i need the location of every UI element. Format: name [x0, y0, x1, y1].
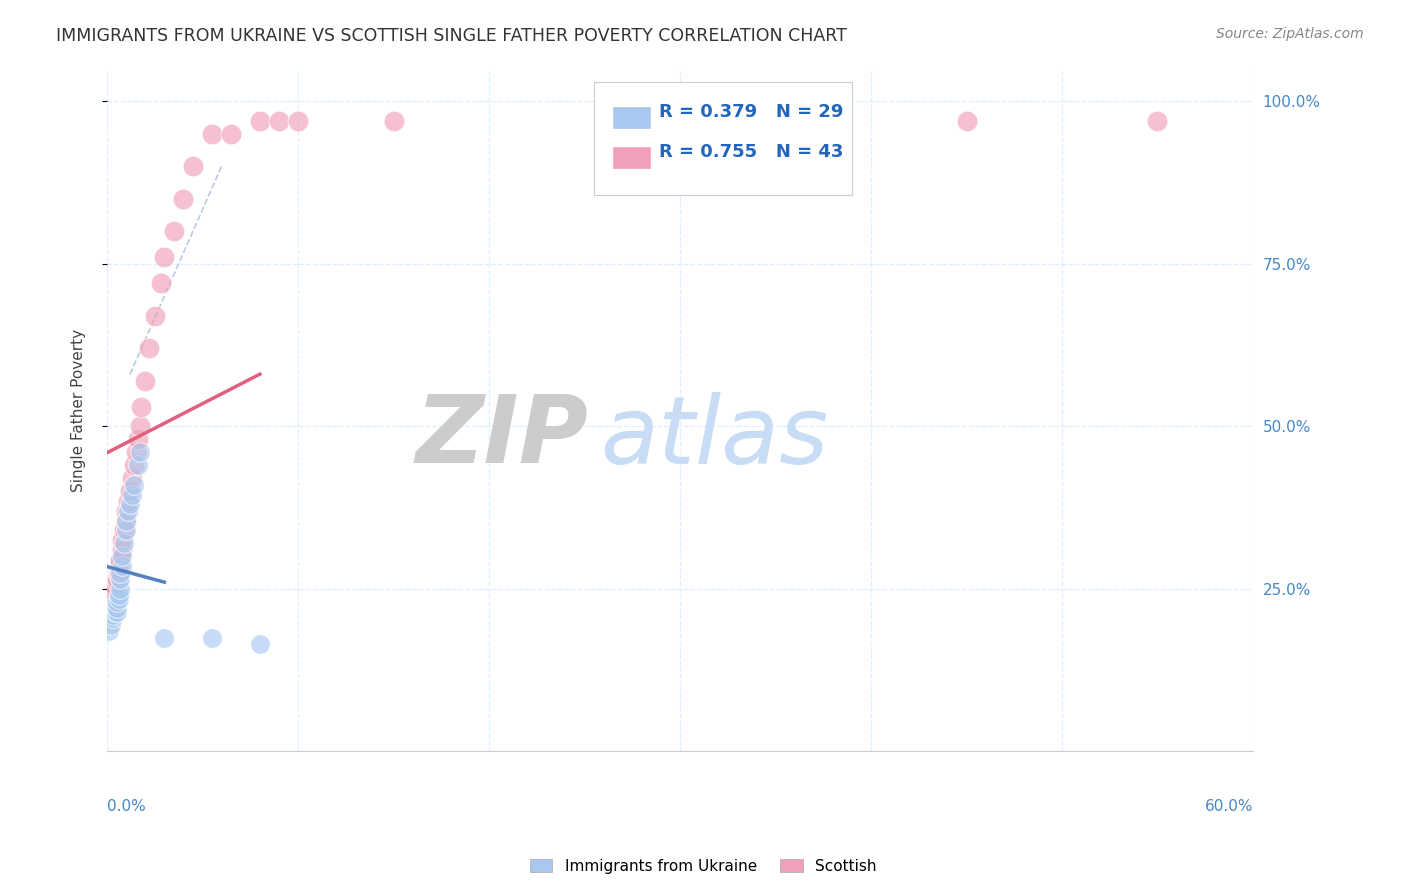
Point	[105, 572, 128, 586]
Point	[112, 524, 135, 538]
FancyBboxPatch shape	[595, 82, 852, 194]
Point	[98, 601, 121, 615]
Point	[110, 572, 132, 586]
Point	[127, 458, 149, 473]
Point	[955, 113, 977, 128]
Point	[105, 595, 128, 609]
Point	[115, 524, 138, 538]
Point	[104, 582, 127, 596]
Point	[267, 113, 290, 128]
Point	[163, 224, 186, 238]
Point	[138, 341, 160, 355]
Point	[101, 588, 124, 602]
Point	[105, 605, 128, 619]
Point	[100, 591, 122, 606]
Point	[121, 487, 143, 501]
Point	[128, 419, 150, 434]
Point	[181, 159, 204, 173]
Text: ZIP: ZIP	[416, 392, 588, 483]
Point	[249, 113, 271, 128]
Point	[110, 566, 132, 580]
Point	[117, 494, 139, 508]
Point	[149, 276, 172, 290]
Point	[100, 617, 122, 632]
Point	[153, 631, 176, 645]
Point	[118, 497, 141, 511]
Point	[105, 601, 128, 615]
Text: atlas: atlas	[600, 392, 828, 483]
Point	[1146, 113, 1168, 128]
Text: 60.0%: 60.0%	[1205, 799, 1253, 814]
Point	[98, 624, 121, 639]
Point	[115, 514, 138, 528]
Point	[172, 192, 194, 206]
FancyBboxPatch shape	[613, 106, 651, 129]
Point	[117, 504, 139, 518]
Point	[131, 400, 153, 414]
Text: Source: ZipAtlas.com: Source: ZipAtlas.com	[1216, 27, 1364, 41]
Y-axis label: Single Father Poverty: Single Father Poverty	[72, 328, 86, 491]
Text: R = 0.379   N = 29: R = 0.379 N = 29	[659, 103, 844, 121]
Point	[107, 569, 129, 583]
Point	[111, 549, 134, 564]
Point	[101, 611, 124, 625]
Point	[128, 445, 150, 459]
Point	[122, 477, 145, 491]
Point	[111, 542, 134, 557]
Point	[382, 113, 405, 128]
Point	[104, 605, 127, 619]
Point	[107, 588, 129, 602]
Point	[669, 113, 692, 128]
Point	[104, 579, 127, 593]
Point	[110, 552, 132, 566]
Point	[249, 637, 271, 651]
Point	[115, 504, 138, 518]
Point	[201, 127, 224, 141]
Point	[107, 591, 129, 606]
FancyBboxPatch shape	[613, 145, 651, 169]
Point	[105, 575, 128, 590]
Point	[111, 559, 134, 574]
Point	[110, 556, 132, 570]
Point	[115, 514, 138, 528]
Point	[127, 432, 149, 446]
Point	[110, 582, 132, 596]
Point	[107, 566, 129, 580]
Point	[111, 533, 134, 547]
Point	[201, 631, 224, 645]
Point	[101, 585, 124, 599]
Point	[121, 471, 143, 485]
Point	[118, 484, 141, 499]
Legend: Immigrants from Ukraine, Scottish: Immigrants from Ukraine, Scottish	[523, 853, 883, 880]
Text: IMMIGRANTS FROM UKRAINE VS SCOTTISH SINGLE FATHER POVERTY CORRELATION CHART: IMMIGRANTS FROM UKRAINE VS SCOTTISH SING…	[56, 27, 846, 45]
Point	[112, 536, 135, 550]
Point	[143, 309, 166, 323]
Point	[104, 598, 127, 612]
Point	[100, 595, 122, 609]
Point	[125, 445, 148, 459]
Text: R = 0.755   N = 43: R = 0.755 N = 43	[659, 143, 844, 161]
Text: 0.0%: 0.0%	[107, 799, 146, 814]
Point	[101, 607, 124, 622]
Point	[153, 250, 176, 264]
Point	[287, 113, 309, 128]
Point	[134, 374, 156, 388]
Point	[122, 458, 145, 473]
Point	[219, 127, 242, 141]
Point	[104, 601, 127, 615]
